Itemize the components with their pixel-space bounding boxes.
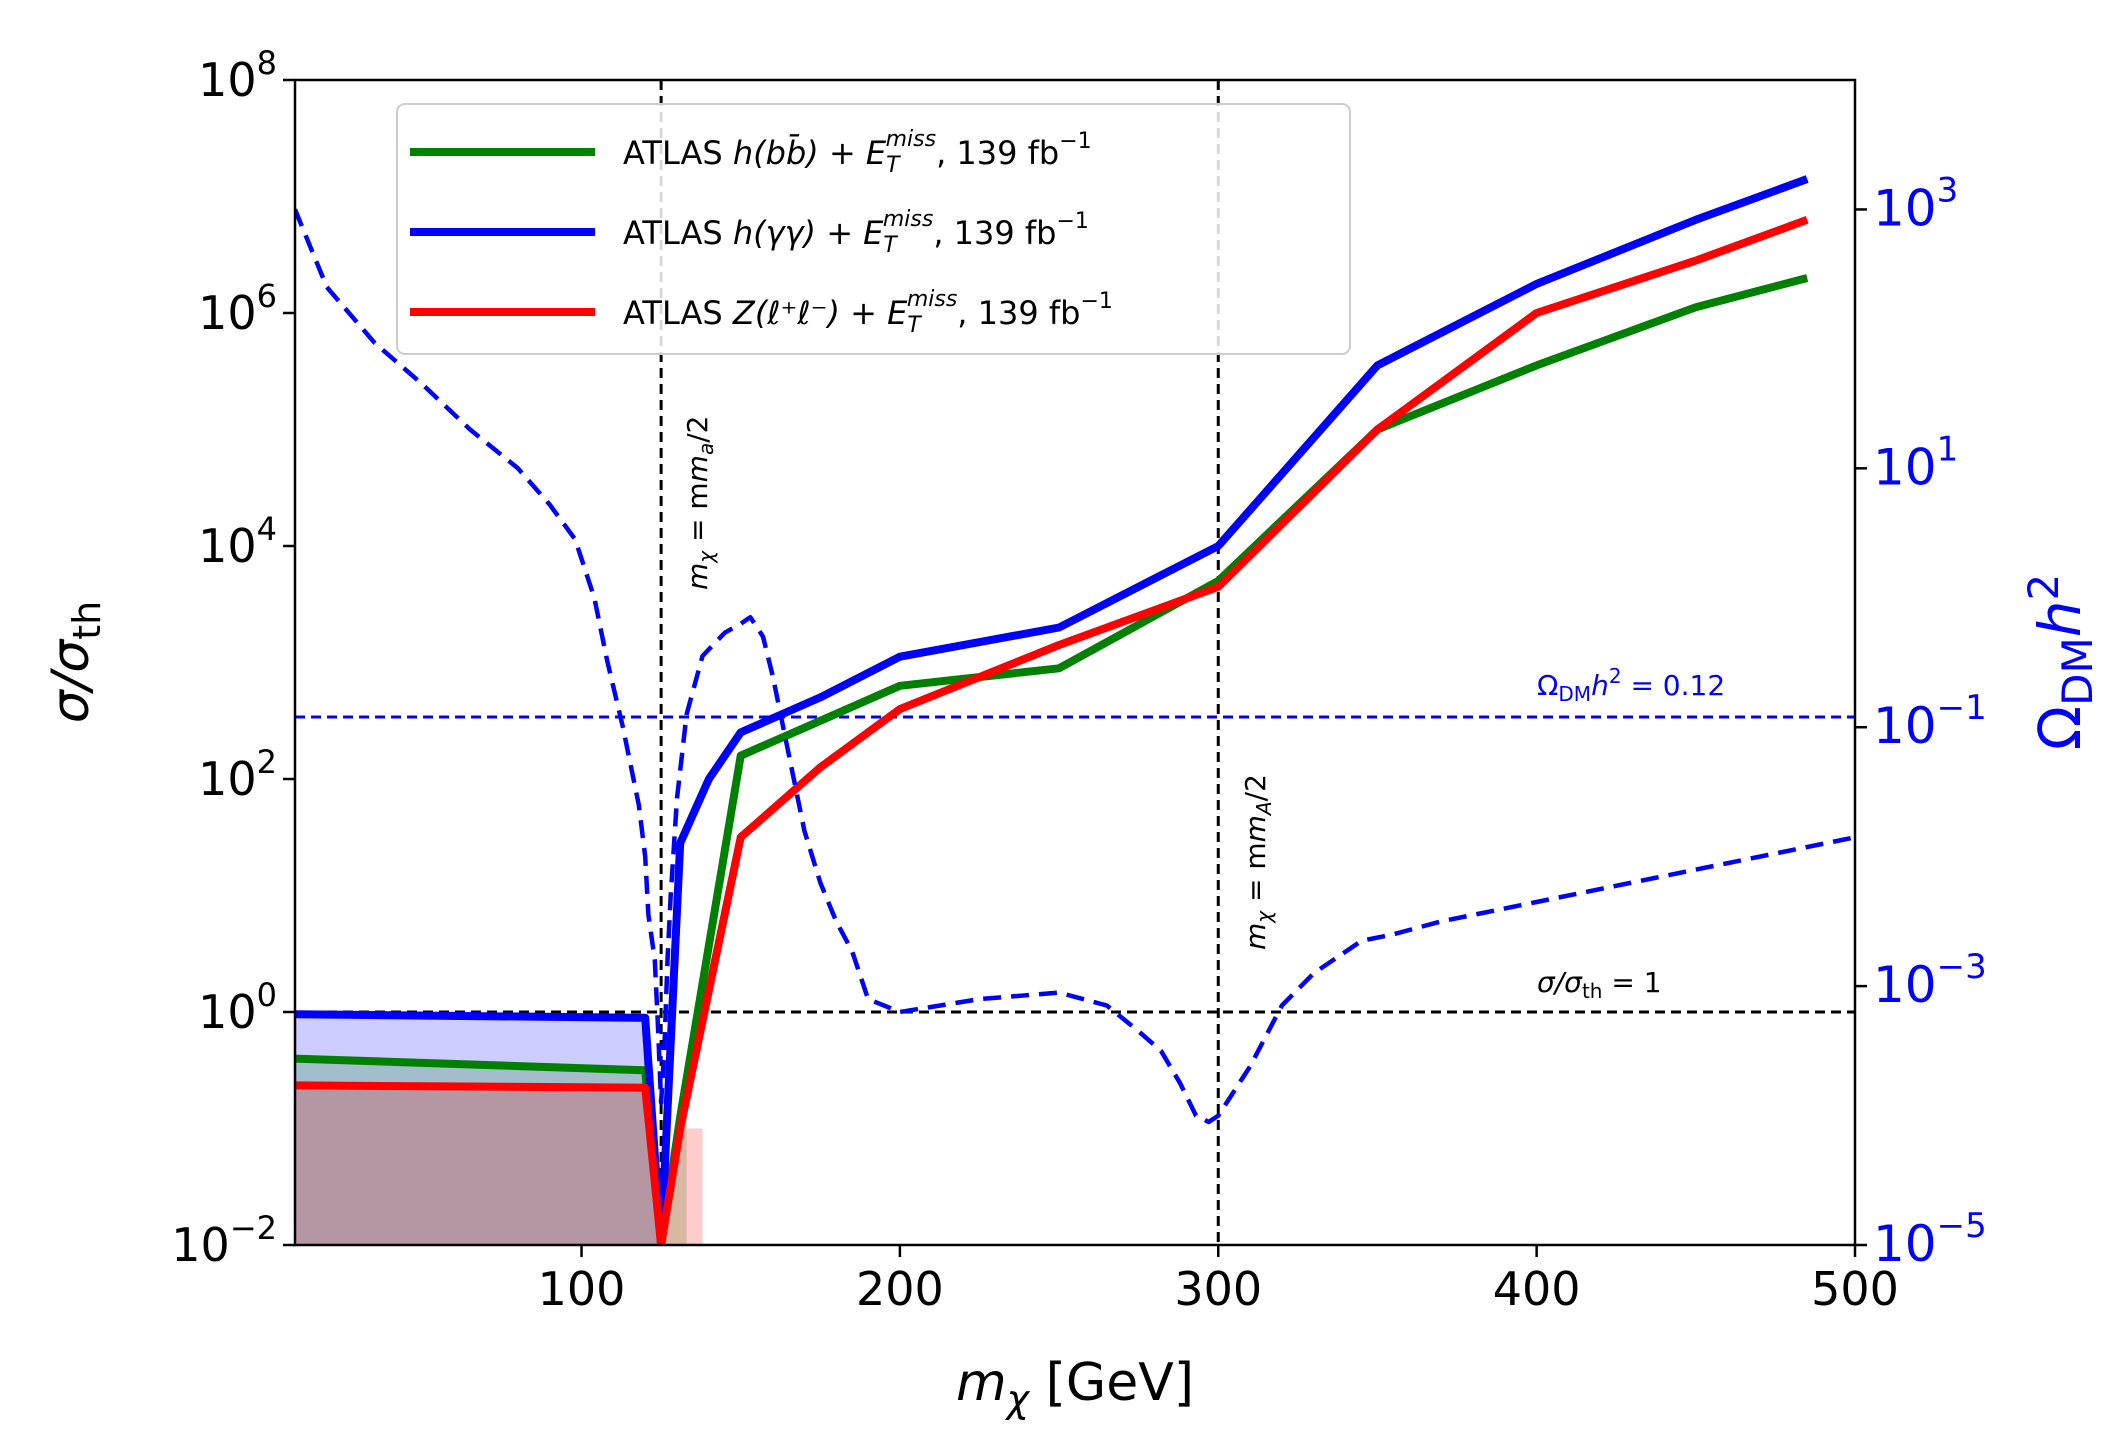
y-axis-ticks: 10−2 100 102 104 106 108 — [171, 44, 295, 1272]
x-tick-label: 200 — [856, 1262, 944, 1316]
y-tick-label: 106 — [198, 277, 277, 340]
y2-axis-label: ΩDMh2 — [2019, 574, 2102, 750]
shaded-region-0 — [295, 1014, 668, 1245]
series-lines — [295, 175, 1855, 1245]
y-tick-label: 102 — [198, 743, 277, 806]
legend-box — [396, 103, 1351, 355]
legend-label-1: ATLAS h(γγ) + ETmiss, 139 fb−1 — [623, 207, 1089, 258]
y-tick-label: 10−2 — [171, 1209, 277, 1272]
series-line-0 — [295, 274, 1809, 1245]
y2-axis-ticks: 10−5 10−3 10−1 101 103 — [1855, 170, 1987, 1273]
x-tick-label: 500 — [1811, 1262, 1899, 1316]
legend-label-2: ATLAS Z(ℓ⁺ℓ⁻) + ETmiss, 139 fb−1 — [623, 287, 1113, 338]
x-axis-label: mχ [GeV] — [956, 1353, 1194, 1421]
y-tick-label: 108 — [198, 44, 277, 107]
annotation-mA-half: mχ = mmA/2 — [1239, 774, 1276, 950]
y2-tick-label: 10−3 — [1873, 947, 1987, 1014]
x-tick-label: 300 — [1174, 1262, 1262, 1316]
y-tick-label: 100 — [198, 976, 277, 1039]
x-tick-label: 100 — [538, 1262, 626, 1316]
x-tick-label: 400 — [1493, 1262, 1581, 1316]
annotation-sigma-ratio-one: σ/σth = 1 — [1537, 966, 1662, 1003]
legend-label-0: ATLAS h(bb̄) + ETmiss, 139 fb−1 — [623, 127, 1092, 178]
series-line-3 — [295, 208, 1855, 1125]
y2-tick-label: 101 — [1873, 429, 1958, 496]
x-axis-ticks: 100 200 300 400 500 — [538, 1245, 1899, 1316]
shaded-region-2 — [295, 1085, 703, 1245]
y-tick-label: 104 — [198, 510, 277, 573]
y2-tick-label: 10−1 — [1873, 688, 1987, 755]
shaded-regions — [295, 1014, 703, 1245]
y2-tick-label: 10−5 — [1873, 1206, 1987, 1273]
y2-tick-label: 103 — [1873, 170, 1958, 237]
annotation-omega-012: ΩDMh2 = 0.12 — [1537, 664, 1725, 706]
annotation-ma-half: mχ = mma/2 — [681, 416, 718, 590]
y-axis-label: σ/σth — [41, 601, 109, 723]
series-line-1 — [295, 175, 1809, 1245]
series-line-2 — [295, 216, 1809, 1245]
plot-frame — [293, 78, 1857, 1247]
legend: ATLAS h(bb̄) + ETmiss, 139 fb−1 ATLAS h(γ… — [396, 103, 1351, 355]
shaded-region-1 — [295, 1058, 687, 1245]
